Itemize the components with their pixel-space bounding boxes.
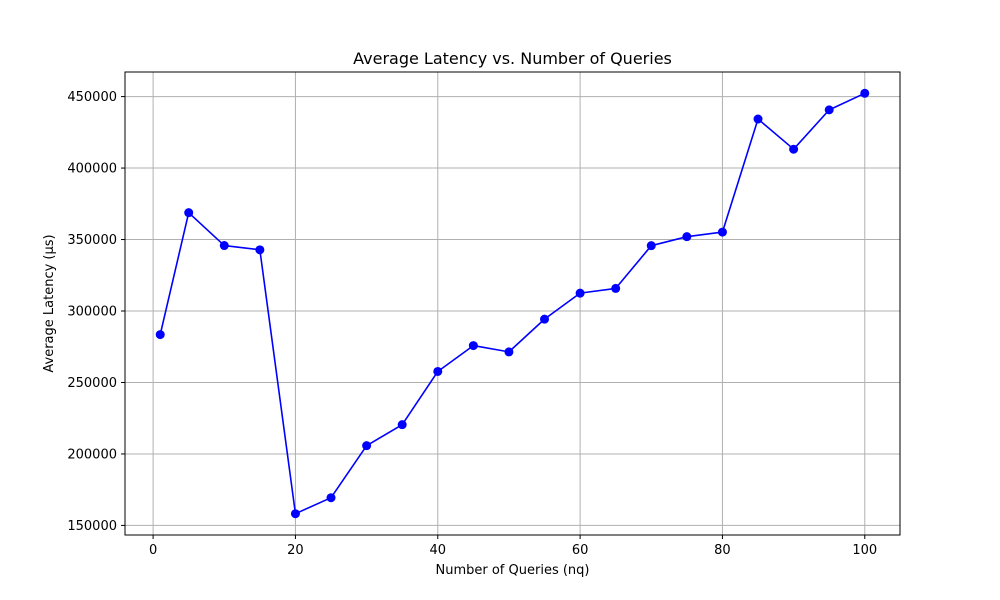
- data-point: [611, 283, 621, 293]
- data-point: [468, 341, 478, 351]
- data-point: [860, 88, 870, 98]
- data-point: [184, 208, 194, 218]
- data-point: [290, 509, 300, 519]
- data-point: [255, 245, 265, 255]
- data-point: [504, 347, 514, 357]
- data-point: [219, 241, 229, 251]
- data-point: [682, 232, 692, 242]
- y-tick-label: 400000: [67, 162, 117, 177]
- data-point: [540, 314, 550, 324]
- data-point: [362, 441, 372, 451]
- x-tick-label: 20: [287, 543, 304, 558]
- data-point: [433, 366, 443, 376]
- tick-layer: 0 20 40 60 80 100 150000 200000 250000 300000 3500…: [67, 90, 877, 558]
- y-tick-label: 450000: [67, 90, 117, 105]
- chart-title: Average Latency vs. Number of Queries: [353, 49, 672, 68]
- plot-area-frame: [124, 71, 901, 536]
- data-point: [326, 493, 336, 503]
- series-line: [159, 92, 866, 515]
- data-point: [397, 420, 407, 430]
- y-tick-label: 150000: [67, 519, 117, 534]
- data-point: [753, 114, 763, 124]
- y-tick-label: 300000: [67, 305, 117, 320]
- data-point: [789, 144, 799, 154]
- y-tick-label: 350000: [67, 233, 117, 248]
- series-layer: [155, 88, 870, 519]
- x-tick-label: 40: [430, 543, 447, 558]
- grid-layer: [125, 72, 900, 535]
- data-point: [717, 227, 727, 237]
- data-point: [155, 330, 165, 340]
- y-tick-label: 250000: [67, 376, 117, 391]
- y-axis-label: Average Latency (µs): [42, 234, 57, 372]
- x-tick-label: 80: [714, 543, 731, 558]
- x-tick-label: 100: [852, 543, 877, 558]
- data-point: [575, 288, 585, 298]
- data-point: [646, 241, 656, 251]
- y-tick-label: 200000: [67, 447, 117, 462]
- data-point: [824, 105, 834, 115]
- x-tick-label: 60: [572, 543, 589, 558]
- x-axis-label: Number of Queries (nq): [436, 563, 590, 578]
- x-tick-label: 0: [149, 543, 157, 558]
